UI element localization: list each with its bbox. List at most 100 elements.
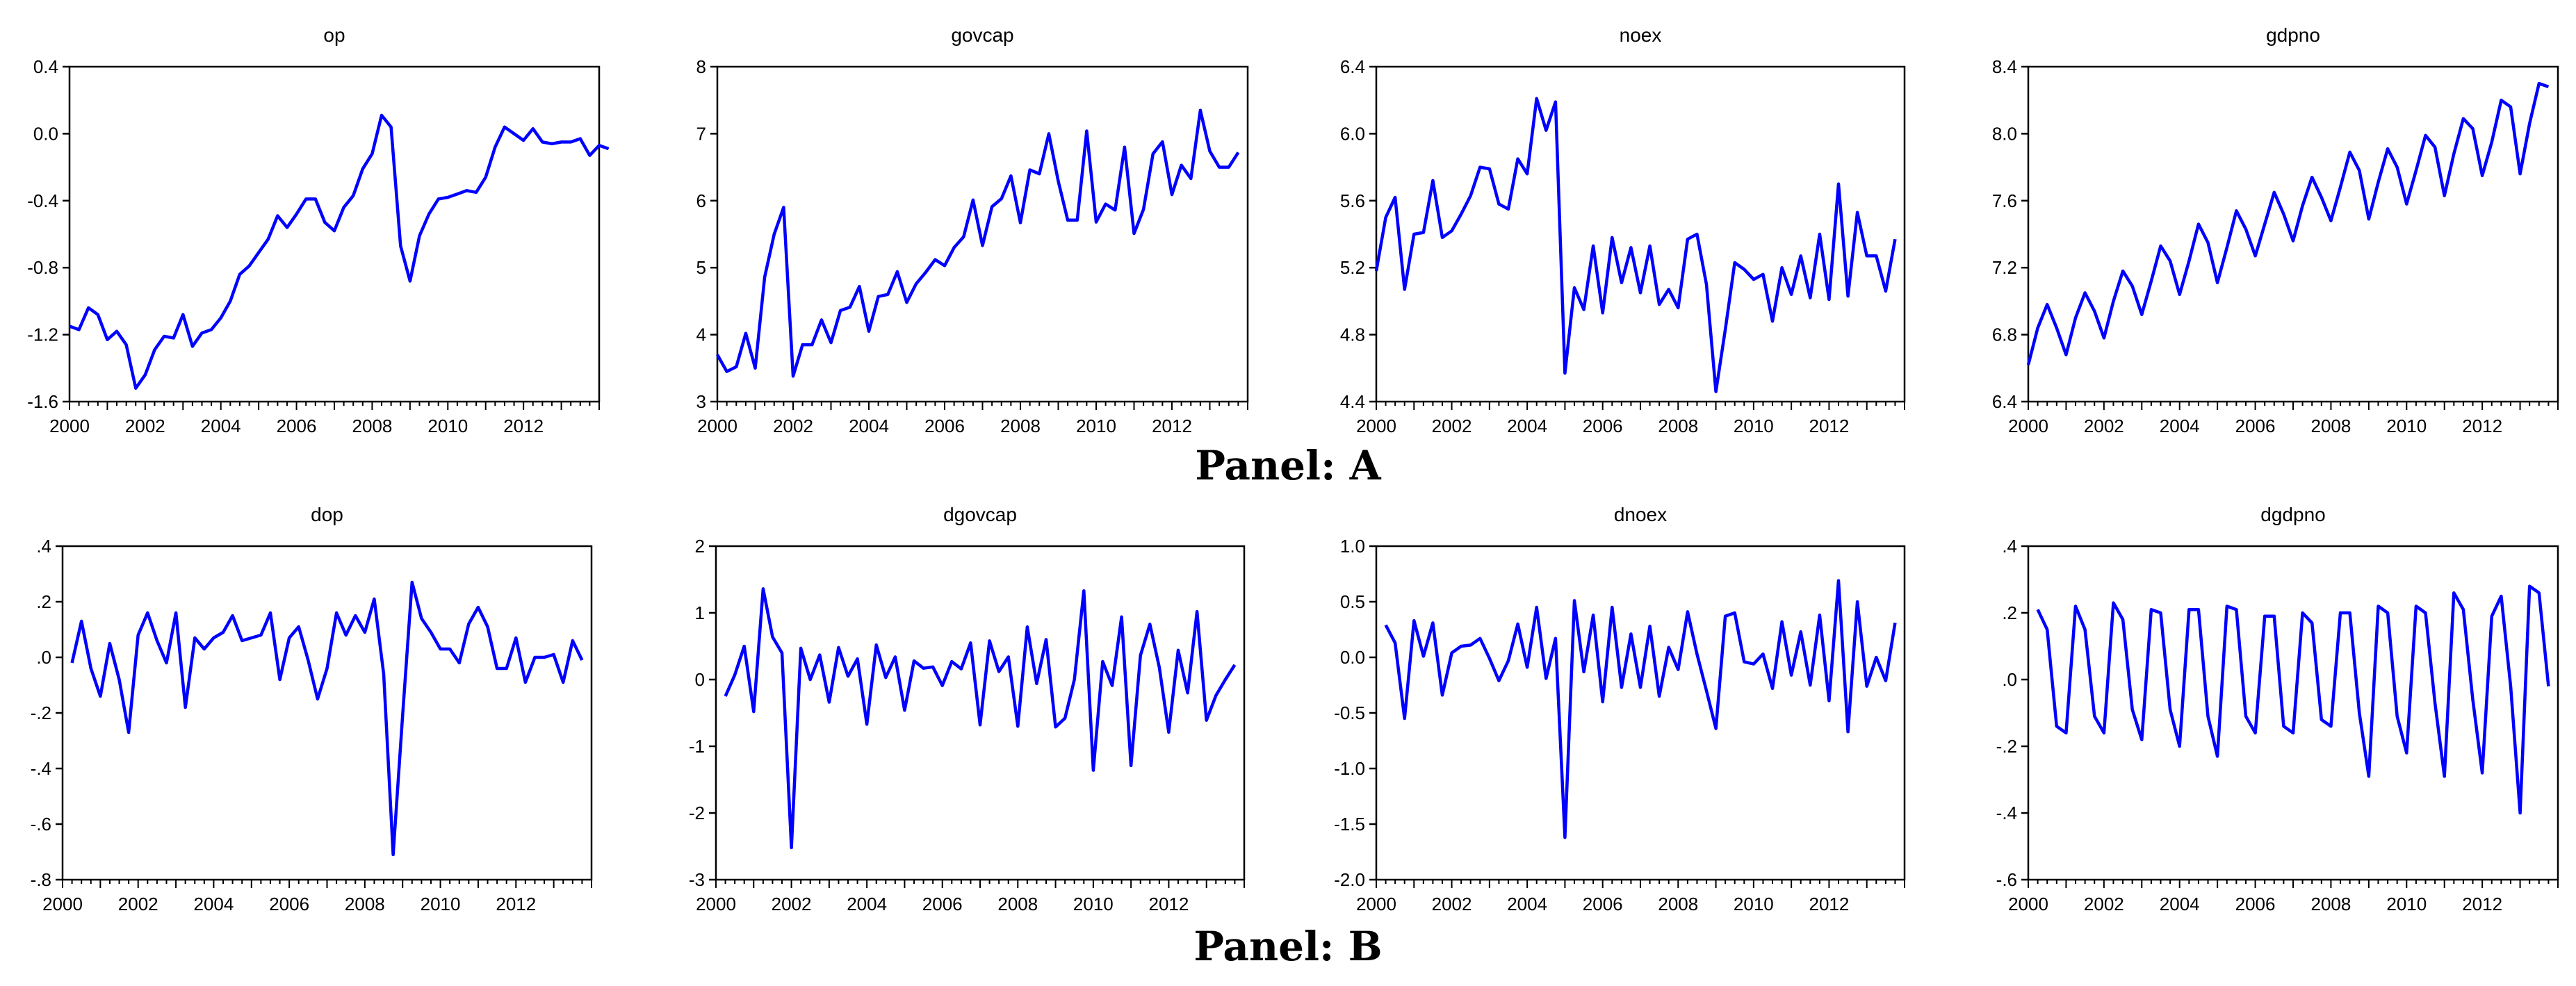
y-tick-label: 7.6: [1992, 190, 2017, 211]
x-tick-label: 2002: [1432, 894, 1472, 914]
plot-frame: [1375, 545, 1906, 881]
x-tick-label: 2010: [1734, 416, 1774, 436]
x-tick-label: 2008: [2311, 416, 2351, 436]
panel-b-label: Panel: B: [1193, 923, 1382, 970]
x-tick-label: 2006: [922, 894, 963, 914]
y-tick-label: -0.4: [27, 190, 58, 211]
y-tick-label: .2: [2002, 602, 2017, 623]
y-tick-label: 0: [695, 669, 705, 690]
plot-frame: [1375, 65, 1906, 403]
y-tick-label: .4: [36, 536, 51, 557]
y-tick-label: 1.0: [1340, 536, 1365, 557]
panel-a-label: Panel: A: [1195, 442, 1381, 489]
chart-noex: noex 4.4 4.8 5.2 5.6 6.0 6.4 2000 2002 2004 2006 20…: [1340, 24, 1906, 436]
x-tick-label: 2012: [1149, 894, 1189, 914]
chart-govcap: govcap 3 4 5 6 7 8 2000 2002 2004 2006 2008 2010 2012: [696, 24, 1249, 436]
y-tick-label: 8.4: [1992, 56, 2017, 77]
plot-frame: [68, 65, 601, 403]
x-tick-label: 2006: [2235, 894, 2276, 914]
x-tick-label: 2008: [345, 894, 385, 914]
chart-dgdpno: dgdpno -.6 -.4 -.2 .0 .2 .4 2000 2002 2004 2006 200…: [1996, 504, 2559, 914]
x-tick-label: 2008: [1658, 894, 1698, 914]
x-tick-label: 2000: [49, 416, 90, 436]
x-tick-label: 2000: [1356, 416, 1396, 436]
chart-title: dgovcap: [943, 504, 1017, 525]
x-tick-label: 2012: [1152, 416, 1192, 436]
series-line-dop: [70, 580, 584, 857]
x-tick-label: 2008: [997, 894, 1038, 914]
y-tick-label: -.4: [31, 758, 51, 779]
plot-frame: [2027, 65, 2559, 403]
chart-title: op: [323, 24, 345, 46]
y-tick-label: .2: [36, 591, 51, 612]
x-tick-label: 2002: [1432, 416, 1472, 436]
chart-title: dop: [311, 504, 343, 525]
series-line-dnoex: [1384, 579, 1897, 839]
x-tick-label: 2010: [1073, 894, 1114, 914]
x-tick-label: 2004: [1507, 416, 1547, 436]
y-tick-label: -2.0: [1334, 869, 1365, 890]
x-tick-label: 2012: [2462, 894, 2502, 914]
y-tick-label: 0.5: [1340, 591, 1365, 612]
y-tick-label: 6.4: [1340, 56, 1365, 77]
x-tick-label: 2002: [773, 416, 813, 436]
y-tick-label: 6: [696, 190, 706, 211]
y-tick-label: .0: [2002, 669, 2017, 690]
x-tick-label: 2004: [2160, 894, 2200, 914]
y-tick-label: .0: [36, 647, 51, 668]
chart-op: op -1.6 -1.2 -0.8 -0.4 0.0 0.4 2000 2002 2004 2006…: [27, 24, 610, 436]
x-tick-label: 2000: [2008, 894, 2048, 914]
x-tick-label: 2008: [352, 416, 393, 436]
plot-frame: [716, 65, 1249, 403]
x-tick-label: 2002: [772, 894, 812, 914]
series-line-govcap: [716, 108, 1240, 378]
y-tick-label: 6.0: [1340, 123, 1365, 144]
x-tick-label: 2000: [42, 894, 83, 914]
x-tick-label: 2002: [118, 894, 158, 914]
x-tick-label: 2006: [1583, 894, 1623, 914]
y-tick-label: -1.0: [1334, 758, 1365, 779]
chart-title: dgdpno: [2260, 504, 2325, 525]
x-tick-label: 2012: [1809, 416, 1850, 436]
y-tick-label: -.8: [31, 869, 51, 890]
y-tick-label: -1.2: [27, 324, 58, 345]
x-tick-label: 2004: [2160, 416, 2200, 436]
x-tick-label: 2006: [924, 416, 965, 436]
y-tick-label: 7: [696, 123, 706, 144]
y-tick-label: 3: [696, 391, 706, 412]
series-line-dgdpno: [2036, 584, 2550, 815]
x-tick-label: 2008: [1658, 416, 1698, 436]
x-tick-label: 2012: [1809, 894, 1850, 914]
x-tick-label: 2004: [1507, 894, 1547, 914]
x-tick-label: 2008: [2311, 894, 2351, 914]
series-line-gdpno: [2026, 81, 2550, 365]
chart-title: dnoex: [1614, 504, 1667, 525]
x-tick-label: 2008: [1000, 416, 1041, 436]
y-tick-label: -1: [689, 736, 705, 757]
x-tick-label: 2010: [1734, 894, 1774, 914]
y-tick-label: 5.6: [1340, 190, 1365, 211]
x-tick-label: 2000: [696, 894, 736, 914]
y-tick-label: 2: [695, 536, 705, 557]
chart-title: noex: [1620, 24, 1662, 46]
chart-dop: dop -.8 -.6 -.4 -.2 .0 .2 .4 2000 2002 2004 2006 200…: [31, 504, 593, 914]
x-tick-label: 2012: [496, 894, 536, 914]
y-tick-label: 0.0: [1340, 647, 1365, 668]
x-tick-label: 2006: [277, 416, 317, 436]
x-tick-label: 2006: [1583, 416, 1623, 436]
y-tick-label: -.2: [1996, 736, 2017, 757]
plot-frame: [61, 545, 593, 881]
x-tick-label: 2002: [125, 416, 165, 436]
y-tick-label: 0.4: [33, 56, 58, 77]
y-tick-label: 6.4: [1992, 391, 2017, 412]
y-tick-label: -2: [689, 803, 705, 823]
x-tick-label: 2004: [194, 894, 234, 914]
chart-gdpno: gdpno 6.4 6.8 7.2 7.6 8.0 8.4 2000 2002 2004 2006 2…: [1992, 24, 2559, 436]
series-line-dgovcap: [724, 587, 1237, 850]
x-tick-label: 2004: [201, 416, 241, 436]
x-tick-label: 2010: [2386, 894, 2427, 914]
y-tick-label: -.6: [1996, 869, 2017, 890]
y-tick-label: 0.0: [33, 123, 58, 144]
